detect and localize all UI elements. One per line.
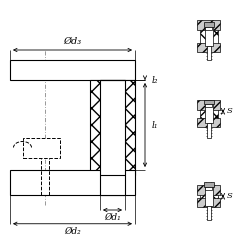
Bar — [10, 60, 135, 80]
Text: Ød₁: Ød₁ — [104, 213, 121, 222]
Text: Ød₂: Ød₂ — [64, 227, 81, 236]
Bar — [205, 187, 212, 190]
Bar — [205, 104, 213, 123]
Bar — [205, 187, 213, 206]
Bar — [198, 20, 220, 30]
Bar — [198, 42, 220, 52]
Bar — [205, 27, 212, 30]
Text: l₁: l₁ — [152, 120, 158, 130]
Bar — [198, 185, 220, 195]
Bar — [200, 188, 218, 204]
Bar — [206, 206, 211, 220]
Bar — [22, 138, 60, 158]
Bar — [205, 104, 212, 107]
Text: Ød₃: Ød₃ — [64, 37, 82, 46]
Bar — [204, 22, 214, 27]
Bar — [204, 182, 214, 187]
Bar — [90, 80, 135, 175]
Text: S: S — [226, 107, 232, 115]
Bar — [198, 198, 220, 207]
Bar — [100, 80, 125, 195]
Bar — [10, 170, 135, 195]
Text: l₂: l₂ — [152, 76, 158, 84]
Bar — [198, 100, 220, 110]
Bar — [200, 28, 218, 44]
Bar — [206, 123, 211, 138]
Bar — [200, 106, 218, 122]
Bar — [204, 100, 214, 104]
Bar — [205, 27, 213, 46]
Bar — [206, 46, 211, 60]
Text: S: S — [226, 192, 232, 200]
Bar — [198, 118, 220, 128]
